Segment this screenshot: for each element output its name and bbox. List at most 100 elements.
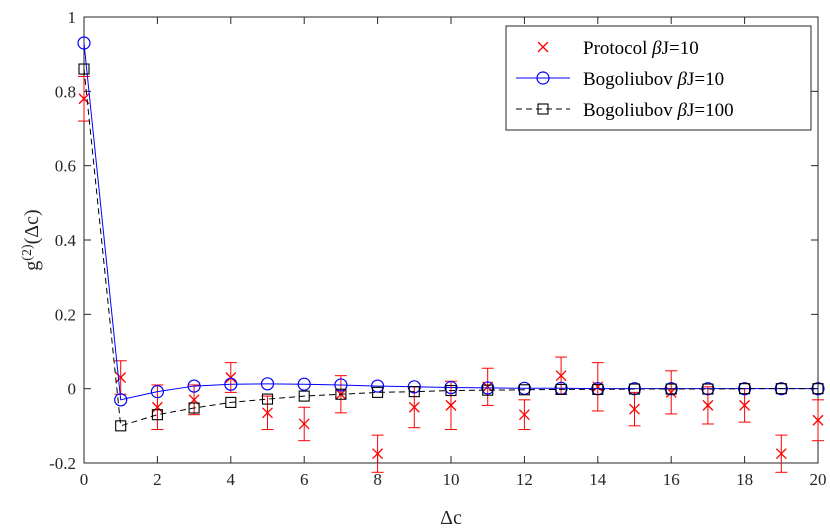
x-tick-label: 4 bbox=[227, 470, 236, 489]
data-point bbox=[518, 409, 530, 421]
x-marker-stroke bbox=[518, 409, 530, 421]
data-point bbox=[115, 420, 127, 432]
y-axis-label-suffix: (Δc) bbox=[21, 209, 43, 244]
x-marker-stroke bbox=[298, 418, 310, 430]
data-point bbox=[225, 396, 237, 408]
data-point bbox=[262, 407, 273, 419]
data-point bbox=[151, 409, 163, 421]
data-point bbox=[298, 390, 310, 402]
x-tick-label: 0 bbox=[80, 470, 89, 489]
legend-entry-2: Bogoliubov βJ=100 bbox=[516, 100, 734, 121]
data-point bbox=[151, 401, 163, 413]
x-tick-label: 6 bbox=[300, 470, 309, 489]
data-point bbox=[702, 399, 714, 411]
x-tick-label: 10 bbox=[443, 470, 460, 489]
data-point bbox=[225, 372, 237, 383]
data-point bbox=[482, 384, 494, 396]
data-point bbox=[445, 384, 457, 397]
x-marker-stroke bbox=[537, 41, 549, 53]
x-marker-stroke bbox=[812, 414, 824, 426]
data-point bbox=[664, 382, 678, 396]
series-line bbox=[83, 42, 818, 401]
data-point bbox=[77, 36, 91, 50]
legend-label-suffix: J=100 bbox=[687, 100, 734, 121]
legend-label-prefix: Bogoliubov bbox=[583, 69, 677, 90]
data-point bbox=[702, 383, 714, 395]
data-point bbox=[774, 382, 788, 396]
legend-marker bbox=[537, 41, 549, 53]
x-marker-stroke bbox=[115, 372, 127, 383]
data-point bbox=[629, 403, 640, 415]
x-marker-stroke bbox=[702, 399, 714, 411]
legend-label-beta: β bbox=[651, 38, 662, 59]
legend-label-suffix: J=10 bbox=[662, 38, 699, 59]
data-point bbox=[407, 380, 421, 394]
y-tick-label: 0.8 bbox=[55, 82, 76, 101]
legend-marker bbox=[537, 103, 549, 115]
legend-label-beta: β bbox=[676, 69, 687, 90]
x-tick-label: 12 bbox=[516, 470, 533, 489]
data-point bbox=[445, 399, 457, 411]
y-tick-label: 0 bbox=[68, 380, 77, 399]
y-tick-label: 0.4 bbox=[55, 231, 77, 250]
data-point bbox=[261, 393, 274, 405]
data-point bbox=[628, 383, 641, 395]
x-tick-label: 2 bbox=[153, 470, 162, 489]
y-axis-label-base: g bbox=[21, 261, 43, 271]
data-point bbox=[739, 383, 751, 395]
y-axis-label-superscript: (2) bbox=[20, 244, 35, 261]
data-point bbox=[224, 377, 238, 391]
x-tick-label: 14 bbox=[589, 470, 607, 489]
x-axis-label: Δc bbox=[440, 507, 462, 529]
data-point bbox=[188, 402, 200, 414]
legend-label: Bogoliubov βJ=100 bbox=[583, 100, 734, 121]
y-tick-label: 1 bbox=[68, 8, 77, 27]
x-marker-stroke bbox=[225, 372, 237, 383]
legend-label-beta: β bbox=[676, 100, 687, 121]
x-marker-stroke bbox=[629, 403, 640, 415]
data-point bbox=[297, 377, 311, 391]
series-0 bbox=[78, 75, 824, 473]
x-marker-stroke bbox=[372, 448, 384, 460]
data-point bbox=[408, 401, 420, 413]
y-axis-label: g(2)(Δc) bbox=[20, 209, 44, 270]
legend-label-prefix: Bogoliubov bbox=[583, 100, 677, 121]
data-point bbox=[114, 393, 128, 407]
series-2 bbox=[78, 63, 824, 432]
data-point bbox=[665, 383, 677, 395]
series-line bbox=[83, 68, 818, 427]
legend-label: Protocol βJ=10 bbox=[583, 38, 699, 59]
data-point bbox=[555, 383, 567, 395]
data-point bbox=[775, 448, 787, 460]
data-point bbox=[481, 381, 495, 395]
data-point bbox=[775, 383, 787, 395]
data-point bbox=[592, 383, 604, 395]
x-marker-stroke bbox=[555, 370, 567, 382]
data-point bbox=[150, 385, 164, 399]
y-tick-label: 0.6 bbox=[55, 157, 76, 176]
x-marker-stroke bbox=[739, 399, 751, 411]
data-point bbox=[115, 372, 127, 383]
data-point bbox=[78, 63, 90, 75]
x-tick-label: 20 bbox=[810, 470, 827, 489]
data-point bbox=[335, 388, 347, 400]
data-point bbox=[372, 448, 384, 460]
data-point bbox=[298, 418, 310, 430]
data-point bbox=[444, 380, 458, 395]
legend-label-suffix: J=10 bbox=[687, 69, 724, 90]
data-point bbox=[812, 414, 824, 426]
y-tick-label: -0.2 bbox=[49, 454, 76, 473]
ticks: 0 2 4 6 8 10 12 14 16 18 20-0.200.20.40.60.81 bbox=[49, 8, 826, 489]
x-tick-label: 16 bbox=[663, 470, 680, 489]
data-point bbox=[408, 386, 420, 398]
legend-label: Bogoliubov βJ=10 bbox=[583, 69, 724, 90]
legend-label-prefix: Protocol bbox=[583, 38, 652, 59]
series-layer bbox=[77, 36, 825, 473]
y-tick-label: 0.2 bbox=[55, 305, 76, 324]
data-point bbox=[334, 378, 348, 392]
data-point bbox=[260, 377, 275, 391]
data-point bbox=[372, 386, 384, 398]
data-point bbox=[187, 379, 201, 393]
